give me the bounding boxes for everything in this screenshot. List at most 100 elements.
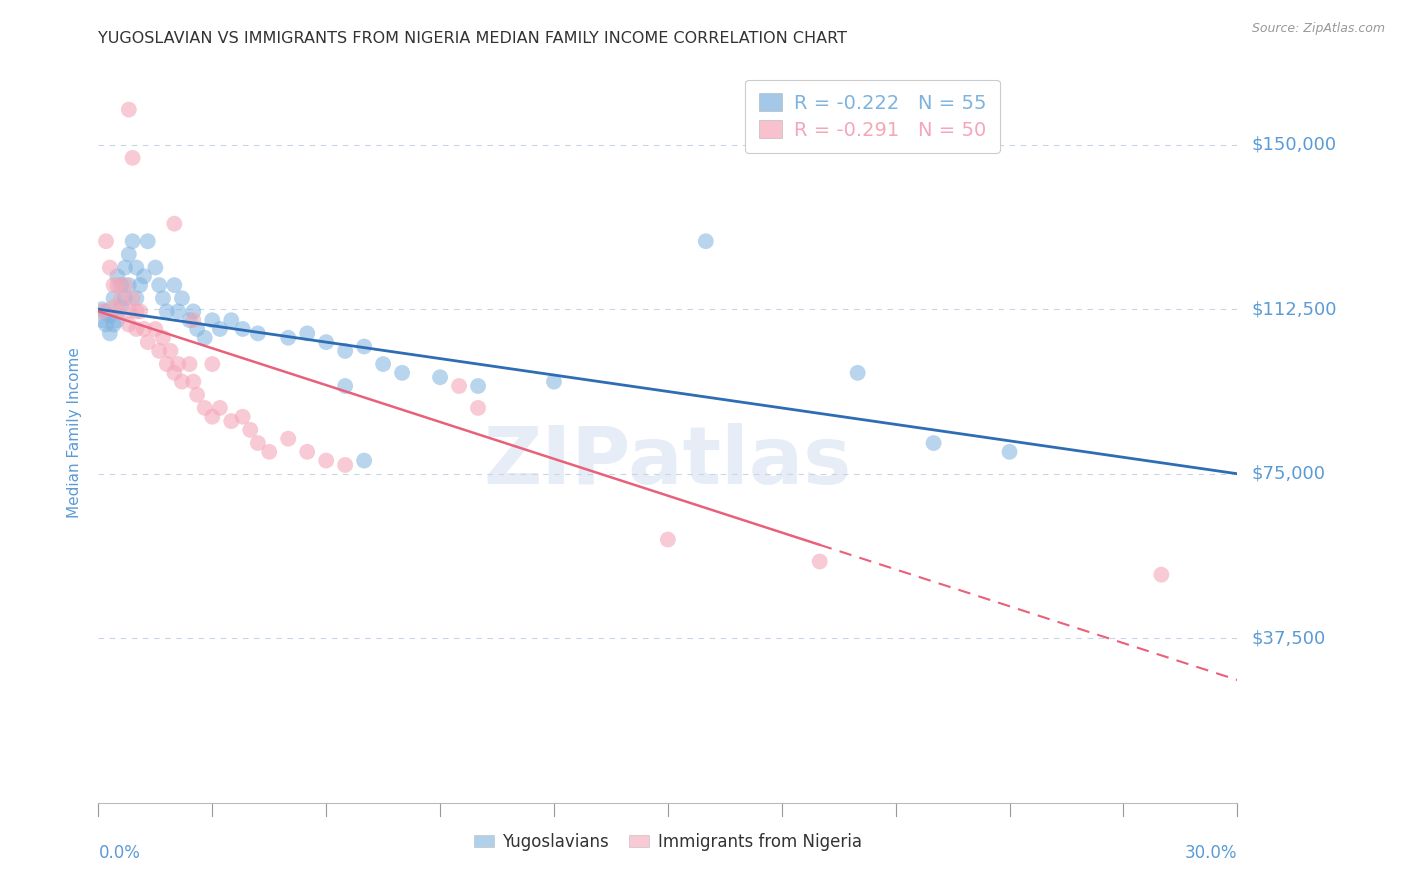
- Point: [277, 331, 299, 345]
- Point: [297, 326, 319, 341]
- Point: [118, 304, 141, 318]
- Point: [152, 331, 174, 345]
- Point: [145, 322, 167, 336]
- Point: [118, 278, 141, 293]
- Point: [125, 304, 148, 318]
- Point: [353, 339, 375, 353]
- Text: ZIPatlas: ZIPatlas: [484, 423, 852, 501]
- Point: [107, 278, 129, 293]
- Point: [159, 343, 181, 358]
- Point: [125, 260, 148, 275]
- Point: [183, 375, 205, 389]
- Point: [145, 260, 167, 275]
- Point: [353, 453, 375, 467]
- Point: [297, 445, 319, 459]
- Y-axis label: Median Family Income: Median Family Income: [67, 347, 83, 518]
- Point: [201, 357, 224, 371]
- Point: [315, 335, 337, 350]
- Point: [125, 322, 148, 336]
- Point: [179, 313, 201, 327]
- Point: [121, 291, 143, 305]
- Point: [232, 322, 254, 336]
- Point: [170, 291, 193, 305]
- Text: YUGOSLAVIAN VS IMMIGRANTS FROM NIGERIA MEDIAN FAMILY INCOME CORRELATION CHART: YUGOSLAVIAN VS IMMIGRANTS FROM NIGERIA M…: [98, 31, 848, 46]
- Point: [239, 423, 262, 437]
- Point: [808, 554, 831, 568]
- Point: [246, 326, 269, 341]
- Point: [391, 366, 413, 380]
- Point: [194, 331, 217, 345]
- Point: [118, 247, 141, 261]
- Point: [998, 445, 1021, 459]
- Point: [103, 318, 125, 332]
- Point: [163, 278, 186, 293]
- Point: [110, 278, 132, 293]
- Point: [335, 343, 357, 358]
- Point: [156, 357, 179, 371]
- Point: [121, 234, 143, 248]
- Point: [132, 322, 155, 336]
- Point: [1150, 567, 1173, 582]
- Point: [114, 278, 136, 293]
- Point: [163, 366, 186, 380]
- Point: [125, 291, 148, 305]
- Point: [846, 366, 869, 380]
- Point: [194, 401, 217, 415]
- Point: [103, 291, 125, 305]
- Text: $112,500: $112,500: [1251, 301, 1337, 318]
- Point: [221, 414, 243, 428]
- Point: [118, 103, 141, 117]
- Text: Source: ZipAtlas.com: Source: ZipAtlas.com: [1251, 22, 1385, 36]
- Point: [543, 375, 565, 389]
- Text: $150,000: $150,000: [1251, 136, 1336, 153]
- Point: [107, 269, 129, 284]
- Point: [107, 313, 129, 327]
- Point: [132, 269, 155, 284]
- Point: [315, 453, 337, 467]
- Point: [156, 304, 179, 318]
- Point: [129, 304, 152, 318]
- Point: [467, 401, 489, 415]
- Point: [148, 278, 170, 293]
- Point: [136, 234, 159, 248]
- Point: [91, 313, 114, 327]
- Point: [208, 322, 231, 336]
- Point: [467, 379, 489, 393]
- Point: [246, 436, 269, 450]
- Point: [129, 278, 152, 293]
- Point: [221, 313, 243, 327]
- Text: $37,500: $37,500: [1251, 629, 1326, 648]
- Point: [148, 343, 170, 358]
- Point: [118, 318, 141, 332]
- Point: [98, 326, 121, 341]
- Point: [121, 151, 143, 165]
- Point: [259, 445, 281, 459]
- Point: [94, 318, 117, 332]
- Text: 30.0%: 30.0%: [1185, 844, 1237, 862]
- Point: [103, 300, 125, 314]
- Point: [152, 291, 174, 305]
- Point: [98, 309, 121, 323]
- Point: [179, 357, 201, 371]
- Point: [208, 401, 231, 415]
- Point: [183, 313, 205, 327]
- Point: [201, 409, 224, 424]
- Point: [186, 388, 208, 402]
- Point: [371, 357, 394, 371]
- Point: [114, 260, 136, 275]
- Point: [277, 432, 299, 446]
- Point: [201, 313, 224, 327]
- Point: [186, 322, 208, 336]
- Point: [91, 304, 114, 318]
- Text: 0.0%: 0.0%: [98, 844, 141, 862]
- Point: [657, 533, 679, 547]
- Point: [114, 291, 136, 305]
- Point: [183, 304, 205, 318]
- Point: [335, 379, 357, 393]
- Text: $75,000: $75,000: [1251, 465, 1326, 483]
- Point: [163, 217, 186, 231]
- Point: [922, 436, 945, 450]
- Point: [695, 234, 717, 248]
- Point: [136, 335, 159, 350]
- Point: [107, 304, 129, 318]
